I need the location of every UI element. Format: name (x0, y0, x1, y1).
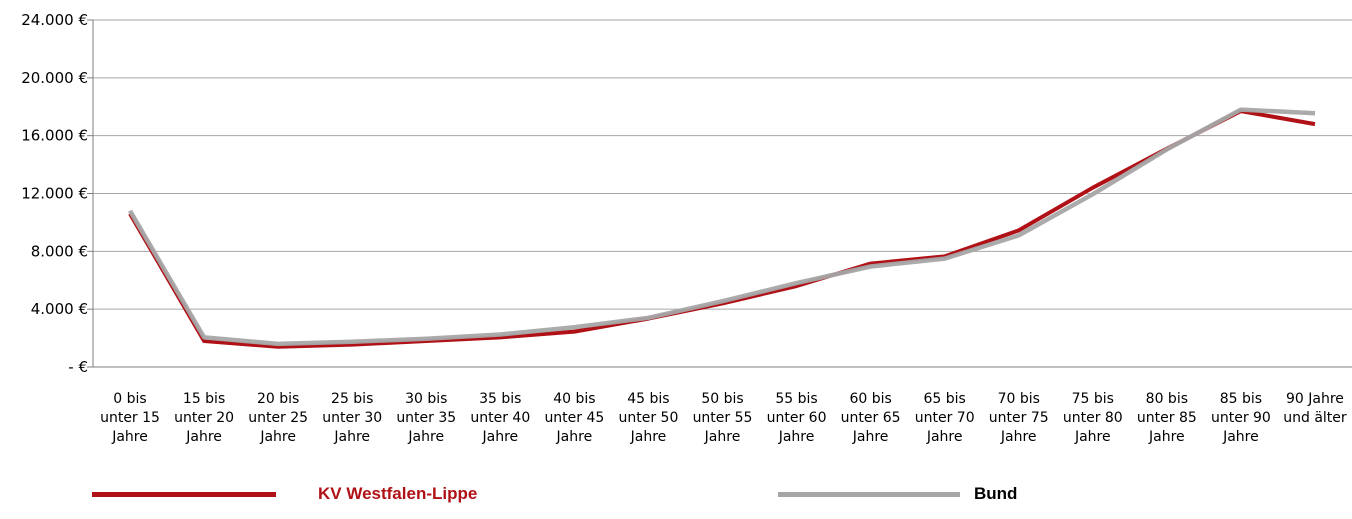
x-tick-label-line: 85 bis (1220, 391, 1262, 407)
legend-label-bund: Bund (974, 484, 1018, 503)
x-tick-label-line: unter 60 (767, 410, 827, 426)
y-axis-ticks: - € 4.000 € 8.000 € 12.000 € 16.000 € 20.000 … (21, 11, 93, 376)
x-tick-label: 25 bis unter 30 Jahre (322, 391, 382, 445)
x-tick-label-line: unter 55 (693, 410, 753, 426)
x-tick-label-line: unter 30 (322, 410, 382, 426)
y-tick-label: - € (68, 358, 88, 376)
x-tick-label-line: Jahre (1148, 429, 1185, 445)
x-tick-label: 40 bis unter 45 Jahre (544, 391, 604, 445)
x-tick-label-line: Jahre (1000, 429, 1037, 445)
x-tick-label-line: 55 bis (775, 391, 817, 407)
x-tick-label-line: Jahre (111, 429, 148, 445)
x-tick-label: 0 bis unter 15 Jahre (100, 391, 160, 445)
y-tick-label: 20.000 € (21, 69, 88, 87)
x-tick-label-line: Jahre (407, 429, 444, 445)
x-tick-label-line: 60 bis (849, 391, 891, 407)
series-lines (128, 107, 1316, 349)
legend-swatch-bund (778, 492, 960, 497)
y-tick-label: 16.000 € (21, 127, 88, 145)
x-tick-label-line: 40 bis (553, 391, 595, 407)
legend-item-bund: Bund (778, 480, 1078, 510)
legend-label-kv-westfalen-lippe: KV Westfalen-Lippe (318, 484, 478, 503)
x-tick-label-line: unter 90 (1211, 410, 1271, 426)
x-tick-label-line: Jahre (333, 429, 370, 445)
x-tick-label-line: Jahre (1222, 429, 1259, 445)
x-tick-label-line: unter 50 (619, 410, 679, 426)
line-chart: - € 4.000 € 8.000 € 12.000 € 16.000 € 20.000 … (21, 11, 1352, 445)
x-tick-label-line: unter 70 (915, 410, 975, 426)
x-tick-label: 15 bis unter 20 Jahre (174, 391, 234, 445)
legend-item-kv-westfalen-lippe: KV Westfalen-Lippe (92, 480, 512, 510)
x-tick-label-line: unter 85 (1137, 410, 1197, 426)
x-tick-label-line: Jahre (1074, 429, 1111, 445)
x-tick-label-line: 90 Jahre (1286, 391, 1344, 407)
x-tick-label: 20 bis unter 25 Jahre (248, 391, 308, 445)
x-tick-label-line: unter 20 (174, 410, 234, 426)
y-tick-label: 8.000 € (31, 242, 88, 260)
x-tick-label-line: 25 bis (331, 391, 373, 407)
x-tick-label-line: unter 75 (989, 410, 1049, 426)
x-tick-label-line: Jahre (778, 429, 815, 445)
x-tick-label-line: 75 bis (1072, 391, 1114, 407)
x-tick-label-line: Jahre (926, 429, 963, 445)
x-tick-label-line: Jahre (481, 429, 518, 445)
x-tick-label-line: 65 bis (924, 391, 966, 407)
x-tick-label-line: 20 bis (257, 391, 299, 407)
x-tick-label: 70 bis unter 75 Jahre (989, 391, 1049, 445)
x-tick-label-line: und älter (1283, 410, 1347, 426)
x-tick-label-line: unter 15 (100, 410, 160, 426)
y-tick-label: 4.000 € (31, 300, 88, 318)
series-line-kv-westfalen-lippe (128, 109, 1316, 349)
x-tick-label-line: Jahre (704, 429, 741, 445)
x-tick-label-line: Jahre (556, 429, 593, 445)
x-tick-label: 60 bis unter 65 Jahre (841, 391, 901, 445)
x-tick-label-line: unter 65 (841, 410, 901, 426)
x-tick-label-line: 30 bis (405, 391, 447, 407)
x-tick-label-line: Jahre (259, 429, 296, 445)
x-tick-label: 75 bis unter 80 Jahre (1063, 391, 1123, 445)
x-tick-label-line: 45 bis (627, 391, 669, 407)
legend-swatch-kv-westfalen-lippe (92, 492, 276, 497)
y-tick-label: 24.000 € (21, 11, 88, 29)
x-tick-label-line: Jahre (185, 429, 222, 445)
x-tick-label: 35 bis unter 40 Jahre (470, 391, 530, 445)
x-tick-label-line: 50 bis (701, 391, 743, 407)
x-tick-label-line: Jahre (852, 429, 889, 445)
x-tick-label: 90 Jahre und älter (1283, 391, 1347, 426)
x-tick-label: 65 bis unter 70 Jahre (915, 391, 975, 445)
x-tick-label-line: 35 bis (479, 391, 521, 407)
gridlines (93, 19, 1352, 310)
x-tick-label-line: 80 bis (1146, 391, 1188, 407)
x-tick-label: 30 bis unter 35 Jahre (396, 391, 456, 445)
x-tick-label-line: unter 40 (470, 410, 530, 426)
x-tick-label: 50 bis unter 55 Jahre (693, 391, 753, 445)
x-tick-label-line: Jahre (630, 429, 667, 445)
x-tick-label: 45 bis unter 50 Jahre (619, 391, 679, 445)
series-line-bund (128, 107, 1316, 347)
x-tick-label-line: 70 bis (998, 391, 1040, 407)
legend: KV Westfalen-Lippe Bund (0, 480, 1352, 510)
y-tick-label: 12.000 € (21, 185, 88, 203)
x-tick-label: 80 bis unter 85 Jahre (1137, 391, 1197, 445)
x-tick-label-line: 15 bis (183, 391, 225, 407)
x-tick-label-line: unter 45 (544, 410, 604, 426)
x-tick-label-line: unter 80 (1063, 410, 1123, 426)
x-tick-label-line: unter 25 (248, 410, 308, 426)
x-tick-label: 85 bis unter 90 Jahre (1211, 391, 1271, 445)
x-tick-label-line: 0 bis (113, 391, 146, 407)
x-tick-label: 55 bis unter 60 Jahre (767, 391, 827, 445)
x-tick-label-line: unter 35 (396, 410, 456, 426)
